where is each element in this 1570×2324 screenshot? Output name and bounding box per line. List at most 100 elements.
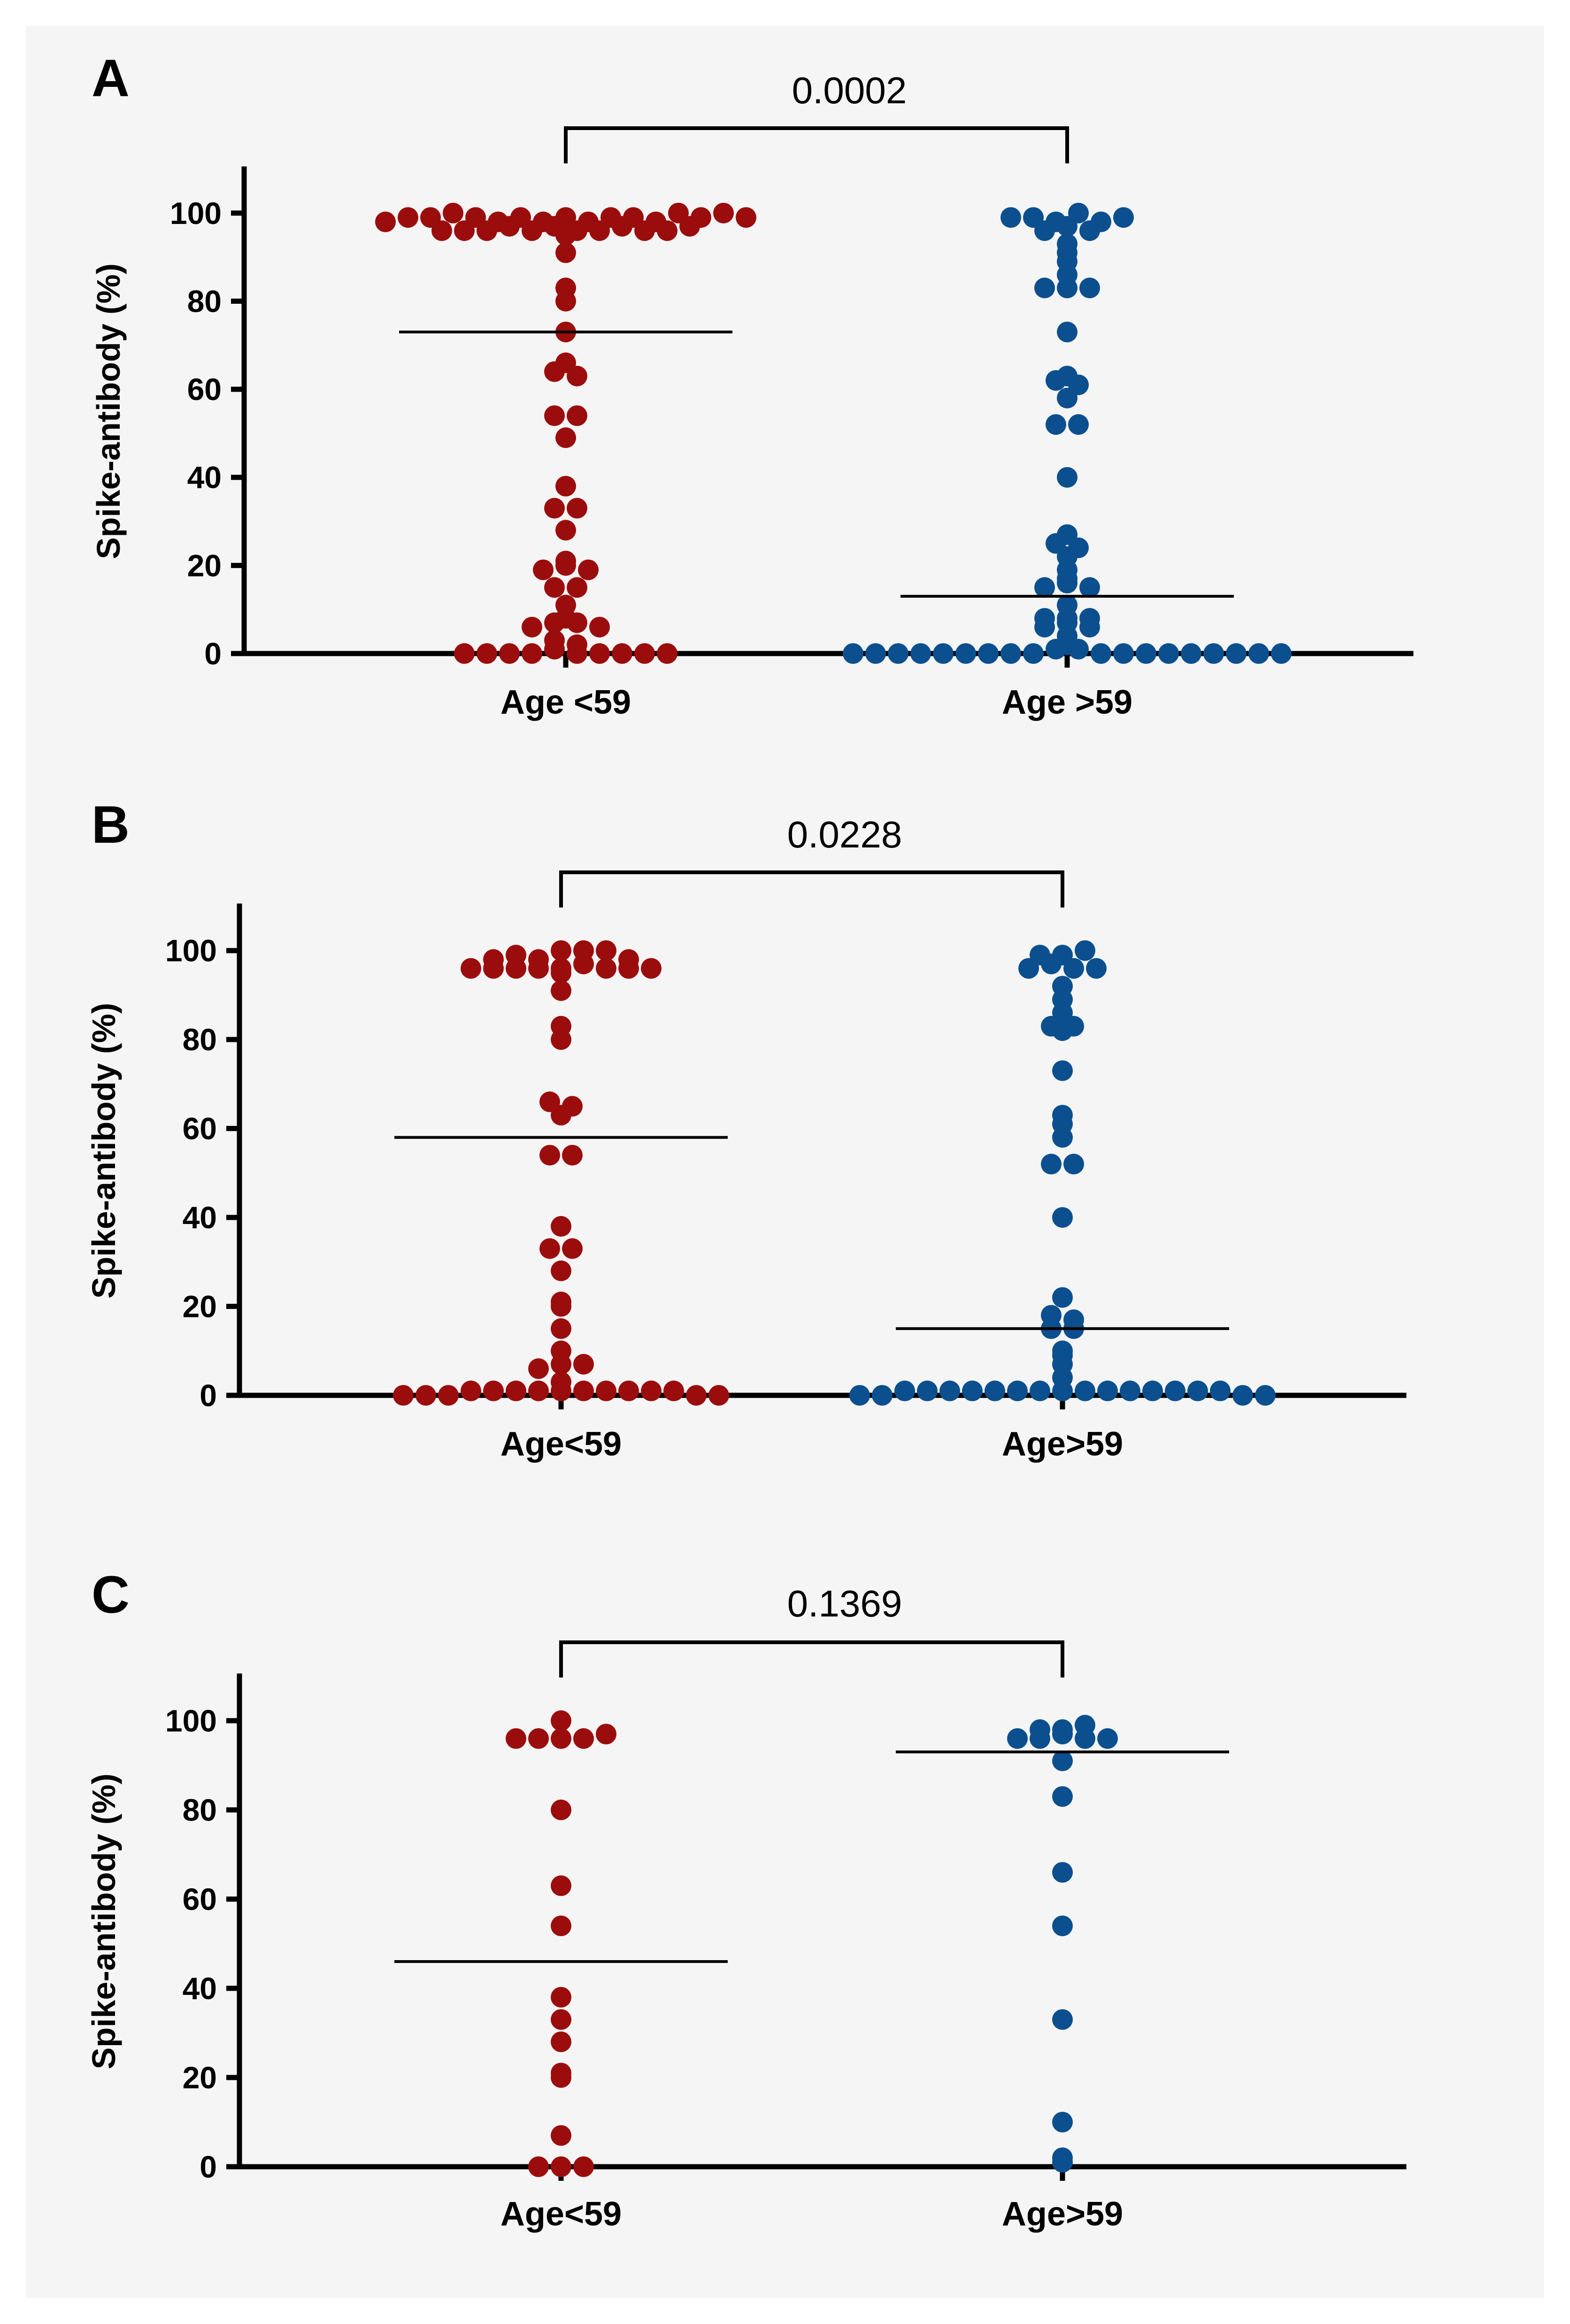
data-point <box>623 207 644 228</box>
data-point <box>1052 1060 1073 1081</box>
data-point <box>1023 643 1044 664</box>
data-point <box>573 1380 594 1401</box>
data-point <box>1063 1309 1084 1330</box>
y-tick-label: 100 <box>165 1703 217 1738</box>
data-point <box>1203 643 1224 664</box>
data-point <box>461 958 481 979</box>
data-point <box>567 634 587 655</box>
data-point <box>1255 1385 1276 1406</box>
data-point <box>573 940 594 961</box>
data-point <box>555 594 576 616</box>
data-point <box>736 207 756 228</box>
data-point <box>1075 940 1095 961</box>
p-value-label: 0.1369 <box>787 1583 902 1624</box>
data-point <box>562 1238 583 1259</box>
data-point <box>955 643 976 664</box>
y-axis-title: Spike-antibody (%) <box>85 1773 122 2069</box>
panel-letter-B: B <box>92 795 130 854</box>
data-point <box>551 1800 571 1820</box>
data-point <box>454 643 475 664</box>
data-point <box>618 1380 639 1401</box>
data-point <box>596 940 616 961</box>
data-point <box>596 958 616 979</box>
data-point <box>562 1096 583 1117</box>
data-point <box>1052 1287 1073 1308</box>
data-point <box>551 1318 571 1339</box>
y-tick-label: 40 <box>183 1200 217 1235</box>
data-point <box>1052 1786 1073 1807</box>
data-point <box>551 1016 571 1037</box>
data-point <box>420 207 441 228</box>
data-point <box>1052 1916 1073 1936</box>
data-point <box>551 1371 571 1393</box>
data-point <box>522 643 542 664</box>
data-point <box>499 643 520 664</box>
y-tick-label: 100 <box>170 196 222 231</box>
data-point <box>1030 1380 1050 1401</box>
data-point <box>483 1380 504 1401</box>
data-point <box>555 520 576 541</box>
data-point <box>567 577 587 598</box>
x-category-label: Age <59 <box>500 684 631 721</box>
data-point <box>1052 1862 1073 1883</box>
data-point <box>1052 1719 1073 1740</box>
y-tick-label: 40 <box>187 460 222 495</box>
data-point <box>1052 2147 1073 2168</box>
data-point <box>596 1380 616 1401</box>
x-category-label: Age<59 <box>500 2195 622 2233</box>
data-point <box>551 2156 571 2177</box>
data-point <box>1000 643 1021 664</box>
data-point <box>596 1724 616 1745</box>
data-point <box>539 1091 560 1112</box>
data-point <box>510 207 531 228</box>
data-point <box>849 1385 870 1406</box>
y-tick-label: 60 <box>183 1882 217 1916</box>
data-point <box>573 1728 594 1749</box>
panel-letter-C: C <box>92 1565 130 1624</box>
data-point <box>539 1145 560 1166</box>
data-point <box>578 211 599 232</box>
panel-letter-A: A <box>92 49 130 108</box>
data-point <box>1086 958 1107 979</box>
data-point <box>691 207 711 228</box>
data-point <box>589 616 610 638</box>
data-point <box>1091 211 1111 232</box>
data-point <box>1034 277 1055 299</box>
data-point <box>1075 1715 1095 1736</box>
data-point <box>1079 577 1100 598</box>
data-point <box>985 1380 1005 1401</box>
y-tick-label: 0 <box>200 1378 217 1413</box>
data-point <box>1057 467 1077 488</box>
data-point <box>1052 1105 1073 1126</box>
data-point <box>528 1358 549 1379</box>
data-point <box>933 643 954 664</box>
significance-bracket <box>559 870 1064 908</box>
data-point <box>1091 643 1111 664</box>
data-point <box>646 211 666 232</box>
y-tick-label: 0 <box>204 636 222 671</box>
figure-background: A Spike-antibody (%) 0 20 40 60 80 100 Age <59 Ag… <box>26 26 1544 2298</box>
data-point <box>567 498 587 519</box>
x-category-label: Age<59 <box>500 1425 622 1463</box>
data-point <box>872 1385 893 1406</box>
data-point <box>1079 608 1100 629</box>
data-point <box>551 1916 571 1936</box>
p-value-label: 0.0002 <box>792 69 907 111</box>
data-point <box>1052 1207 1073 1228</box>
data-point <box>551 980 571 1001</box>
data-point <box>1068 202 1089 223</box>
data-point <box>713 202 734 223</box>
data-point <box>416 1385 436 1406</box>
x-category-label: Age >59 <box>1002 684 1132 721</box>
data-point <box>461 1380 481 1401</box>
data-point <box>522 616 542 638</box>
data-point <box>539 1238 560 1259</box>
data-point <box>443 202 463 223</box>
data-point <box>544 498 565 519</box>
data-point <box>1052 2009 1073 2030</box>
data-point <box>1052 945 1073 966</box>
data-point <box>578 559 599 580</box>
data-point <box>1007 1728 1028 1749</box>
data-point <box>555 427 576 448</box>
data-point <box>483 949 504 970</box>
